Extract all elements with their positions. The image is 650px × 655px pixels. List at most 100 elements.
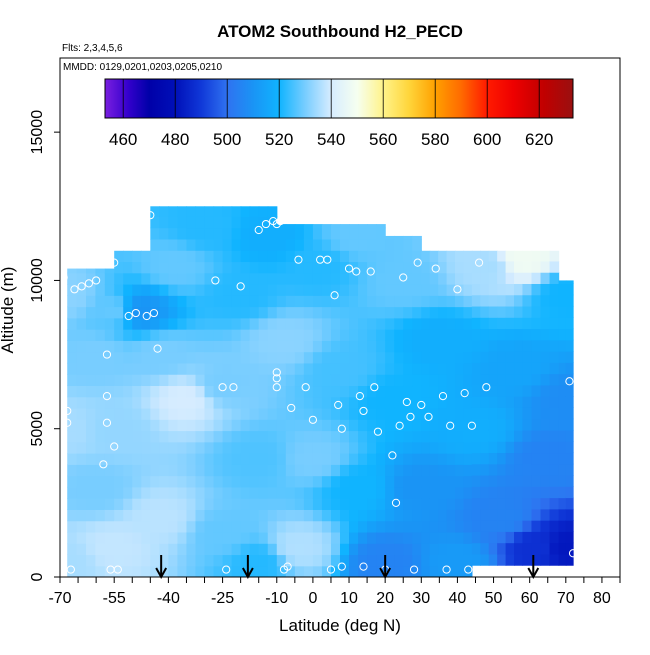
- heatmap-cell: [132, 453, 142, 465]
- heatmap-cell: [514, 553, 524, 566]
- heatmap-cell: [321, 283, 332, 296]
- heatmap-cell: [385, 261, 395, 274]
- heatmap-cell: [276, 272, 287, 285]
- heatmap-cell: [403, 385, 413, 398]
- heatmap-cell: [540, 396, 551, 408]
- heatmap-cell: [463, 306, 473, 319]
- heatmap-cell: [531, 351, 542, 363]
- heatmap-cell: [358, 351, 368, 364]
- heatmap-cell: [412, 430, 422, 443]
- heatmap-cell: [549, 351, 560, 363]
- heatmap-cell: [565, 280, 574, 284]
- heatmap-cell: [285, 407, 296, 420]
- heatmap-cell: [488, 418, 498, 431]
- heatmap-cell: [168, 430, 179, 443]
- heatmap-cell: [438, 543, 448, 556]
- heatmap-cell: [312, 374, 323, 387]
- heatmap-cell: [455, 396, 465, 409]
- heatmap-cell: [531, 463, 542, 476]
- heatmap-cell: [480, 407, 490, 420]
- heatmap-cell: [471, 553, 481, 566]
- heatmap-cell: [412, 385, 422, 398]
- heatmap-cell: [159, 453, 169, 465]
- heatmap-cell: [231, 206, 242, 217]
- heatmap-cell: [240, 419, 251, 432]
- heatmap-cell: [86, 407, 97, 420]
- heatmap-cell: [376, 329, 386, 341]
- heatmap-cell: [150, 419, 160, 432]
- y-tick-label: 0: [29, 572, 46, 581]
- heatmap-cell: [276, 317, 287, 330]
- heatmap-cell: [195, 295, 206, 308]
- heatmap-cell: [213, 396, 224, 409]
- heatmap-cell: [303, 306, 314, 319]
- heatmap-cell: [446, 385, 456, 398]
- heatmap-cell: [285, 283, 296, 296]
- heatmap-cell: [213, 206, 224, 217]
- heatmap-cell: [95, 543, 106, 556]
- heatmap-cell: [114, 272, 124, 285]
- heatmap-cell: [159, 430, 169, 443]
- heatmap-cell: [330, 543, 341, 556]
- heatmap-cell: [330, 565, 341, 577]
- heatmap-cell: [249, 238, 260, 251]
- heatmap-cell: [222, 362, 233, 375]
- heatmap-cell: [294, 385, 305, 398]
- heatmap-cell: [159, 374, 169, 387]
- heatmap-cell: [258, 227, 269, 240]
- heatmap-cell: [514, 542, 524, 555]
- heatmap-cell: [505, 362, 515, 375]
- sample-point: [63, 406, 72, 416]
- heatmap-cell: [505, 497, 515, 510]
- heatmap-cell: [168, 374, 179, 387]
- heatmap-cell: [421, 453, 431, 465]
- heatmap-cell: [294, 419, 305, 432]
- heatmap-cell: [340, 261, 350, 274]
- sample-point: [124, 311, 133, 321]
- heatmap-cell: [294, 486, 305, 499]
- heatmap-cell: [540, 520, 551, 532]
- heatmap-cell: [159, 520, 169, 533]
- heatmap-cell: [76, 531, 87, 544]
- heatmap-cell: [497, 553, 507, 566]
- heatmap-cell: [463, 317, 473, 330]
- heatmap-cell: [358, 306, 368, 319]
- heatmap-cell: [446, 340, 456, 353]
- heatmap-cell: [463, 407, 473, 420]
- heatmap-cell: [505, 328, 515, 341]
- heatmap-cell: [267, 250, 278, 263]
- heatmap-cell: [367, 441, 377, 454]
- heatmap-cell: [285, 554, 296, 567]
- heatmap-cell: [412, 362, 422, 375]
- heatmap-cell: [376, 317, 386, 330]
- heatmap-cell: [376, 486, 386, 499]
- colorbar-tick-label: 600: [473, 130, 501, 149]
- heatmap-cell: [438, 419, 448, 432]
- heatmap-cell: [376, 306, 386, 319]
- heatmap-cell: [159, 250, 169, 263]
- heatmap-cell: [86, 272, 97, 285]
- heatmap-cell: [303, 396, 314, 409]
- heatmap-cell: [488, 362, 498, 375]
- heatmap-cell: [114, 385, 124, 398]
- heatmap-cell: [168, 486, 179, 499]
- heatmap-cell: [276, 306, 287, 319]
- heatmap-cell: [403, 238, 413, 251]
- heatmap-cell: [132, 396, 142, 409]
- heatmap-cell: [497, 497, 507, 510]
- heatmap-cell: [67, 554, 78, 567]
- heatmap-cell: [76, 268, 87, 274]
- heatmap-cell: [531, 250, 542, 262]
- heatmap-cell: [321, 362, 332, 375]
- heatmap-cell: [95, 329, 106, 341]
- heatmap-cell: [367, 272, 377, 285]
- heatmap-cell: [132, 329, 142, 341]
- heatmap-cell: [505, 272, 515, 284]
- heatmap-cell: [114, 295, 124, 308]
- heatmap-cell: [294, 227, 305, 240]
- heatmap-cell: [340, 486, 350, 499]
- heatmap-cell: [285, 565, 296, 577]
- heatmap-cell: [86, 520, 97, 533]
- heatmap-cell: [258, 464, 269, 477]
- heatmap-cell: [565, 396, 574, 408]
